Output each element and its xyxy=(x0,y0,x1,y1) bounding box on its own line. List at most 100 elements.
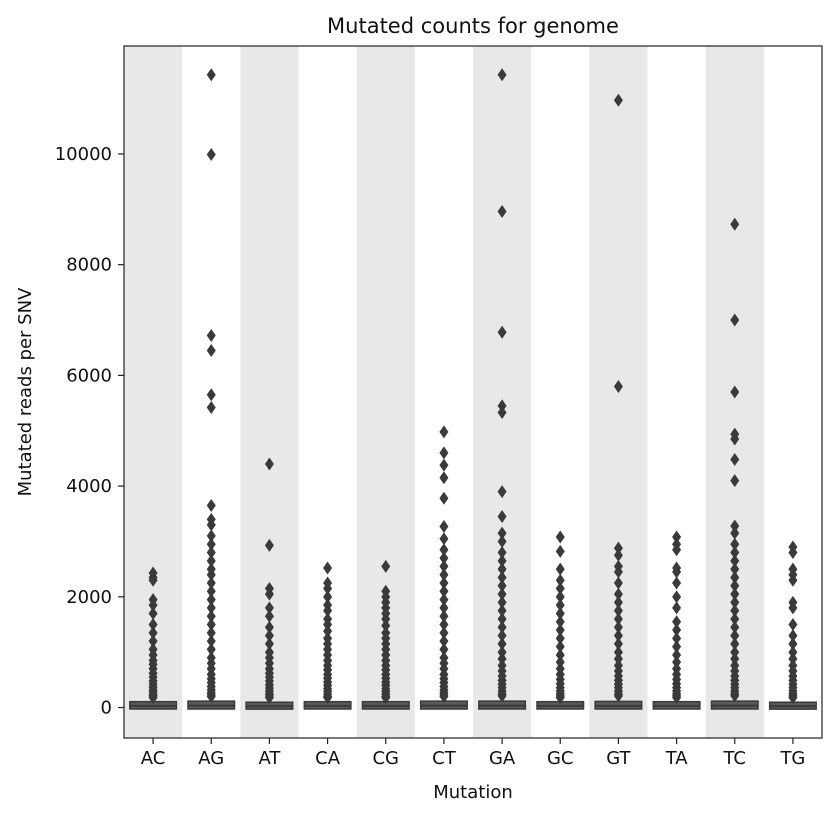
x-tick-label: CT xyxy=(432,748,457,769)
y-tick-label: 0 xyxy=(101,698,112,719)
outlier-point xyxy=(206,518,216,532)
outliers xyxy=(672,530,682,705)
outlier-point xyxy=(497,554,507,568)
outlier-point xyxy=(672,530,682,544)
outlier-point xyxy=(439,532,449,546)
outlier-point xyxy=(206,343,216,357)
outlier-point xyxy=(788,629,798,643)
outlier-point xyxy=(439,601,449,615)
box-series xyxy=(129,68,817,710)
box-gc xyxy=(536,530,585,710)
box-gt xyxy=(594,93,643,710)
outlier-point xyxy=(148,598,158,612)
outliers xyxy=(148,566,158,705)
outlier-point xyxy=(613,93,623,107)
outliers xyxy=(788,540,798,705)
outlier-point xyxy=(439,618,449,632)
outlier-point xyxy=(439,689,449,703)
outlier-point xyxy=(439,609,449,623)
outlier-point xyxy=(555,598,565,612)
outlier-point xyxy=(497,645,507,659)
outlier-point xyxy=(206,554,216,568)
outlier-point xyxy=(497,637,507,651)
outlier-point xyxy=(323,624,333,638)
x-tick-label: AT xyxy=(258,748,281,769)
x-tick-label: TA xyxy=(665,748,689,769)
outlier-point xyxy=(672,590,682,604)
outlier-point xyxy=(613,595,623,609)
outlier-point xyxy=(555,691,565,705)
outlier-point xyxy=(555,562,565,576)
outlier-point xyxy=(730,432,740,446)
outlier-point xyxy=(206,609,216,623)
outlier-point xyxy=(730,313,740,327)
outlier-point xyxy=(497,689,507,703)
outlier-point xyxy=(206,401,216,415)
x-axis: AC AG AT CA CG CT GA GC GT TA TC TG xyxy=(141,738,805,769)
outlier-point xyxy=(497,405,507,419)
outlier-point xyxy=(730,604,740,618)
box-ca xyxy=(303,561,352,710)
box-ta xyxy=(652,530,701,710)
x-axis-label: Mutation xyxy=(433,782,513,803)
outlier-point xyxy=(148,691,158,705)
outlier-point xyxy=(555,590,565,604)
chart-title: Mutated counts for genome xyxy=(327,14,619,38)
outlier-point xyxy=(206,498,216,512)
outlier-point xyxy=(730,526,740,540)
outliers xyxy=(323,561,333,705)
outlier-point xyxy=(497,399,507,413)
outlier-point xyxy=(555,655,565,669)
y-axis: 0 2000 4000 6000 8000 10000 xyxy=(55,144,124,719)
outlier-point xyxy=(206,529,216,543)
outlier-point xyxy=(148,606,158,620)
box-ag xyxy=(187,68,236,710)
outlier-point xyxy=(381,559,391,573)
outlier-point xyxy=(264,691,274,705)
outlier-point xyxy=(730,595,740,609)
outlier-point xyxy=(730,570,740,584)
outlier-point xyxy=(264,609,274,623)
outliers xyxy=(613,93,623,703)
outlier-point xyxy=(264,629,274,643)
outlier-point xyxy=(497,546,507,560)
outlier-point xyxy=(672,601,682,615)
outlier-point xyxy=(206,568,216,582)
outlier-point xyxy=(788,645,798,659)
outlier-point xyxy=(497,604,507,618)
outlier-point xyxy=(672,623,682,637)
outlier-point xyxy=(555,615,565,629)
outlier-point xyxy=(613,565,623,579)
outliers xyxy=(497,68,507,703)
outlier-point xyxy=(730,453,740,467)
outlier-point xyxy=(497,562,507,576)
outlier-point xyxy=(788,637,798,651)
outlier-point xyxy=(555,648,565,662)
outlier-point xyxy=(555,530,565,544)
outlier-point xyxy=(206,388,216,402)
outlier-point xyxy=(672,615,682,629)
outlier-point xyxy=(264,637,274,651)
outlier-point xyxy=(497,510,507,524)
outlier-point xyxy=(439,568,449,582)
outlier-point xyxy=(381,612,391,626)
outlier-point xyxy=(497,620,507,634)
outlier-point xyxy=(497,68,507,82)
outlier-point xyxy=(206,68,216,82)
outlier-point xyxy=(613,379,623,393)
outlier-point xyxy=(206,618,216,632)
outlier-point xyxy=(439,458,449,472)
outlier-point xyxy=(730,612,740,626)
outlier-point xyxy=(206,626,216,640)
outlier-point xyxy=(730,645,740,659)
outlier-point xyxy=(613,612,623,626)
outlier-point xyxy=(497,587,507,601)
outlier-point xyxy=(555,573,565,587)
outlier-point xyxy=(497,570,507,584)
outliers xyxy=(555,530,565,705)
outlier-point xyxy=(439,634,449,648)
outlier-point xyxy=(264,538,274,552)
outlier-point xyxy=(497,534,507,548)
outlier-point xyxy=(613,637,623,651)
